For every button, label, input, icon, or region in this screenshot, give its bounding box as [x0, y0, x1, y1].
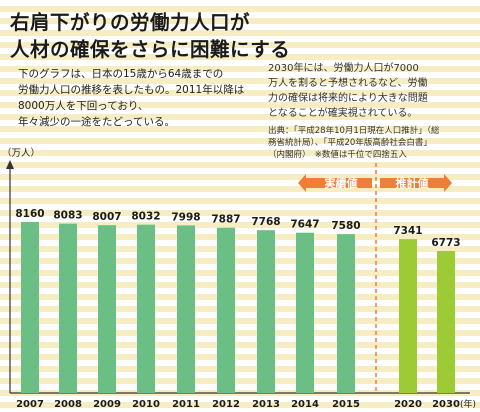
note-line-1: 2030年には、労働力人口が7000 — [268, 63, 419, 74]
bar-2013 — [257, 230, 275, 393]
headline-line-2: 人材の確保をさらに困難にする — [10, 38, 291, 61]
x-axis-unit-label: (年) — [460, 398, 476, 410]
headline-line-1: 右肩下がりの労働力人口が — [10, 11, 251, 34]
bar-2012 — [217, 227, 235, 393]
bar-2030 — [437, 251, 455, 393]
tick-label-2009: 2009 — [93, 399, 121, 410]
source-line-3: （内閣府） ※数値は千位で四捨五入 — [268, 150, 407, 160]
tick-label-2007: 2007 — [16, 399, 44, 410]
value-label-2020: 7341 — [393, 225, 422, 237]
forecast-arrow-shape — [380, 174, 452, 192]
description-line-1: 下のグラフは、日本の15歳から64歳までの — [18, 68, 224, 80]
tick-label-2008: 2008 — [54, 399, 82, 410]
bar-2011 — [177, 225, 195, 393]
note-line-2: 万人を割ると予想されるなど、労働 — [268, 78, 428, 89]
tick-label-2012: 2012 — [212, 399, 240, 410]
value-label-2012: 7887 — [211, 214, 240, 226]
description-line-4: 年々減少の一途をたどっている。 — [18, 116, 175, 128]
bar-2020 — [399, 239, 417, 393]
description-line-3: 8000万人を下回っており、 — [18, 100, 149, 112]
actual-arrow-shape — [298, 174, 372, 192]
tick-label-2020: 2020 — [394, 399, 422, 410]
tick-label-2015: 2015 — [332, 399, 360, 410]
y-axis-unit-label: （万人） — [2, 147, 40, 159]
bar-2010 — [137, 224, 155, 393]
value-label-2015: 7580 — [331, 220, 360, 232]
value-label-2014: 7647 — [290, 219, 319, 231]
description-line-2: 労働力人口の推移を表したもの。2011年以降は — [18, 84, 245, 96]
value-label-2030: 6773 — [431, 237, 460, 249]
actual-arrow-label: 実績値 — [325, 176, 358, 190]
source-line-2: 務省統計局）、「平成20年版高齢社会白書」 — [268, 138, 432, 148]
tick-label-2010: 2010 — [132, 399, 160, 410]
value-label-2008: 8083 — [53, 210, 82, 222]
tick-label-2030: 2030 — [432, 399, 460, 410]
tick-label-2013: 2013 — [252, 399, 280, 410]
value-label-2010: 8032 — [131, 211, 160, 223]
tick-label-2011: 2011 — [172, 399, 200, 410]
value-label-2011: 7998 — [171, 211, 200, 223]
bar-2008 — [59, 223, 77, 393]
bar-2015 — [337, 234, 355, 393]
tick-label-2014: 2014 — [291, 399, 319, 410]
bar-2009 — [98, 225, 116, 393]
value-label-2013: 7768 — [251, 216, 280, 228]
note-line-4: となることが確実視されている。 — [268, 108, 418, 119]
forecast-arrow-label: 推計値 — [396, 176, 429, 190]
note-line-3: 力の確保は将来的により大きな問題 — [268, 93, 428, 104]
y-axis-arrowhead — [6, 160, 14, 169]
bar-2014 — [296, 232, 314, 393]
value-label-2007: 8160 — [15, 208, 44, 220]
bar-2007 — [21, 222, 39, 393]
value-label-2009: 8007 — [92, 211, 121, 223]
source-line-1: 出典：「平成28年10月1日現在人口推計」（総 — [268, 126, 440, 136]
